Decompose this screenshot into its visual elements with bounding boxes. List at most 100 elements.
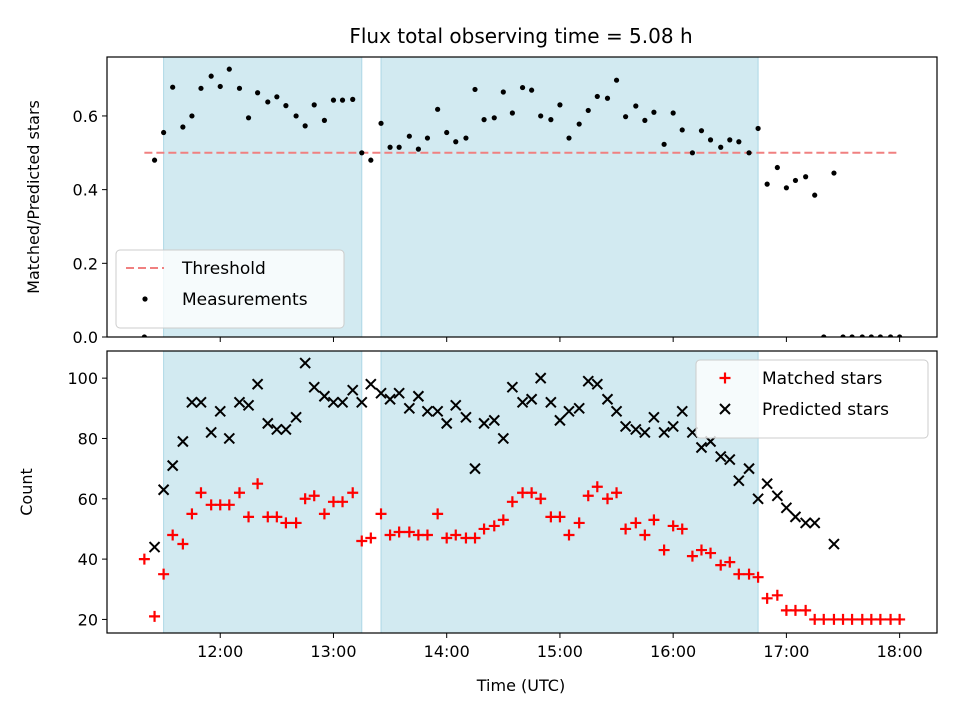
data-point: [356, 396, 368, 408]
data-point: [630, 517, 642, 529]
data-point: [478, 523, 490, 535]
data-point: [359, 150, 365, 156]
data-point: [387, 144, 393, 150]
legend-label: Measurements: [182, 290, 308, 310]
data-point: [299, 357, 311, 369]
data-point: [642, 117, 648, 123]
legend: Matched stars Predicted stars: [695, 359, 929, 439]
legend-marker: [719, 372, 731, 384]
data-point: [327, 396, 340, 408]
data-point: [481, 117, 487, 123]
data-point: [233, 487, 245, 499]
legend-label: Matched stars: [762, 369, 882, 389]
data-point: [840, 334, 846, 337]
data-point: [180, 124, 186, 130]
data-point: [161, 129, 167, 136]
data-point: [783, 185, 789, 191]
bottom-panel: 20 40 60 80 100 12:00 13:00 14:00 15:00 16:00 17:0…: [17, 350, 938, 661]
data-point: [509, 110, 515, 116]
x-tick-label: 13:00: [310, 642, 356, 661]
data-point: [557, 102, 563, 108]
data-point: [877, 334, 883, 337]
data-point: [350, 96, 356, 102]
legend-label: Threshold: [181, 259, 266, 279]
data-point: [752, 571, 764, 583]
data-point: [365, 378, 377, 390]
data-point: [149, 610, 161, 622]
data-point: [299, 493, 311, 505]
x-tick-label: 16:00: [650, 642, 696, 661]
data-point: [648, 514, 660, 526]
data-point: [789, 511, 802, 523]
data-point: [223, 499, 235, 511]
data-point: [384, 529, 396, 541]
data-point: [450, 399, 462, 411]
data-point: [365, 532, 377, 544]
y-tick-label: 40: [78, 550, 98, 569]
data-point: [290, 517, 302, 529]
data-point: [764, 181, 770, 187]
data-point: [630, 423, 642, 436]
data-points: [141, 66, 903, 337]
y-tick-label: 100: [67, 369, 98, 388]
data-point: [591, 481, 603, 493]
data-point: [384, 393, 396, 405]
data-point: [290, 411, 302, 424]
data-point: [378, 120, 384, 126]
y-tick-label: 80: [78, 429, 98, 448]
data-point: [347, 487, 359, 499]
plot-frame: [106, 350, 938, 634]
data-point: [525, 393, 538, 405]
data-point: [488, 520, 500, 532]
data-point: [148, 541, 161, 553]
data-point: [874, 613, 886, 625]
data-point: [894, 613, 906, 625]
data-point: [424, 135, 431, 141]
data-point: [761, 477, 773, 490]
data-point: [651, 109, 657, 115]
data-point: [469, 462, 481, 475]
data-point: [265, 99, 271, 105]
data-point: [800, 604, 812, 616]
data-point: [538, 113, 544, 119]
data-point: [375, 387, 387, 399]
legend-label: Predicted stars: [762, 400, 889, 420]
data-point: [245, 115, 252, 121]
top-panel: 0.0 0.2 0.4 0.6 Matched/Predicted stars Thres…: [24, 56, 938, 347]
data-point: [585, 107, 591, 114]
data-point: [761, 592, 773, 604]
data-point: [262, 417, 274, 430]
data-point: [431, 405, 444, 418]
data-point: [828, 538, 840, 550]
data-point: [271, 423, 283, 436]
x-tick-label: 18:00: [877, 642, 923, 661]
data-point: [321, 117, 328, 123]
data-point: [755, 125, 761, 132]
data-point: [566, 135, 572, 141]
data-point: [217, 83, 223, 90]
data-point: [293, 113, 299, 119]
data-point: [478, 417, 490, 430]
data-point: [695, 441, 708, 454]
data-point: [604, 95, 611, 101]
data-point: [236, 85, 243, 91]
data-point: [432, 508, 444, 520]
data-point: [415, 146, 421, 152]
data-point: [186, 396, 198, 408]
data-point: [780, 502, 793, 514]
data-point: [280, 423, 292, 436]
data-point: [733, 568, 745, 580]
data-point: [573, 402, 585, 415]
data-point: [403, 526, 415, 538]
data-point: [639, 426, 651, 439]
data-point: [506, 381, 519, 393]
data-point: [736, 139, 742, 145]
data-point: [526, 487, 538, 499]
data-point: [831, 170, 837, 176]
data-point: [516, 396, 529, 408]
data-point: [421, 529, 433, 541]
data-point: [534, 372, 547, 384]
data-point: [724, 556, 736, 568]
data-point: [563, 529, 575, 541]
